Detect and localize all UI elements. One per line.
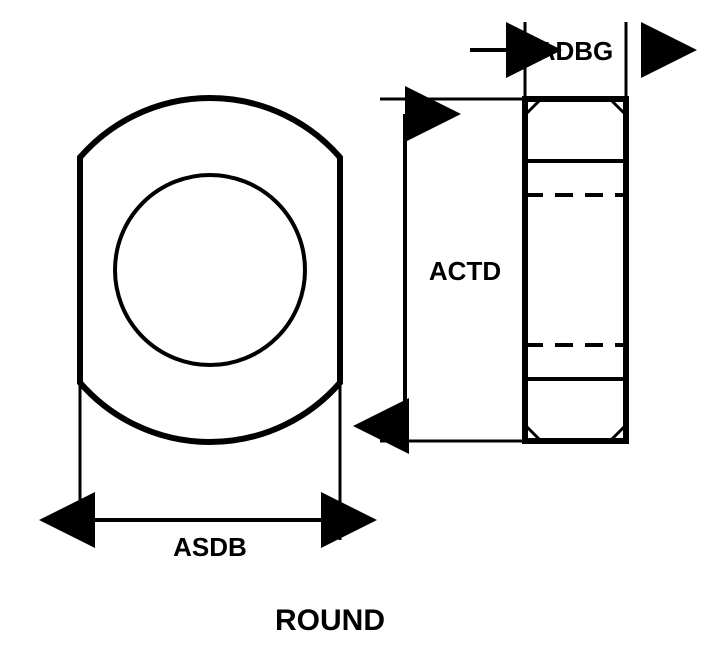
inner-bore	[115, 175, 305, 365]
diagram-title: ROUND	[275, 604, 385, 637]
side-outline	[525, 99, 626, 441]
outer-profile	[80, 98, 340, 442]
asdb-label: ASDB	[173, 532, 247, 562]
adbg-label: ADBG	[537, 36, 614, 66]
dim-adbg: ADBG	[470, 22, 681, 99]
engineering-diagram: ADBG ACTD ASDB ROUND	[0, 0, 720, 672]
dim-asdb: ASDB	[80, 382, 340, 562]
dim-actd: ACTD	[380, 99, 525, 441]
front-view	[80, 98, 340, 442]
actd-label: ACTD	[429, 256, 501, 286]
side-view	[525, 99, 626, 441]
